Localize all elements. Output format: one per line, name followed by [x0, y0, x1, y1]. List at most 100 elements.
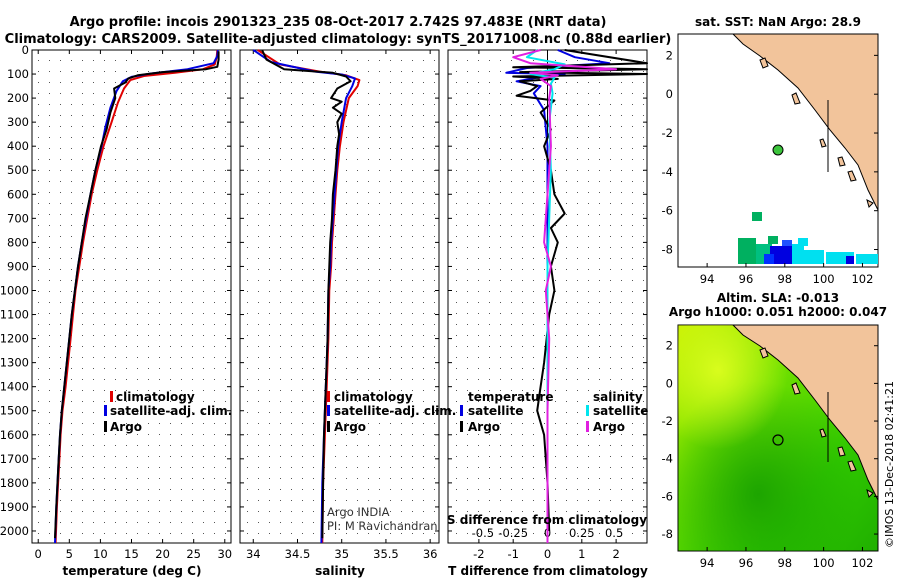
island-pagai: [847, 460, 857, 472]
depth-tick-label: 100: [7, 67, 29, 81]
depth-tick-label: 600: [7, 187, 29, 201]
depth-tick-label: 1600: [0, 428, 29, 442]
sst-pixel: [798, 238, 808, 246]
map-y-tick-label: -2: [662, 126, 673, 140]
map-x-tick-label: 98: [777, 556, 792, 570]
difference-legend-temperature: temperature satellite Argo: [460, 390, 553, 434]
depth-tick-label: 1100: [0, 308, 29, 322]
x-tick-label: -2: [473, 547, 484, 561]
island-sipora: [837, 446, 846, 457]
sst-pixel: [764, 254, 774, 264]
legend-s-satellite: satellite: [593, 404, 648, 418]
sumatra-land: [731, 324, 879, 501]
map-y-tick-label: 0: [666, 376, 673, 390]
top-tick-label: 0.25: [569, 526, 595, 540]
island-siberut: [819, 428, 827, 438]
island-simeulue: [759, 347, 769, 359]
depth-tick-label: 1400: [0, 380, 29, 394]
depth-tick-label: 300: [7, 115, 29, 129]
series-line-argo: [54, 51, 220, 539]
legend-swatch-satellite: [104, 405, 107, 416]
sst-pixel: [792, 244, 804, 264]
sla-map: 94 96 98 100 102 2 0 -2 -4 -6 -8: [662, 324, 879, 570]
sst-map-title: sat. SST: NaN Argo: 28.9: [695, 15, 861, 29]
salinity-panel: [239, 49, 440, 544]
sla-map-title-line1: Altim. SLA: -0.013: [717, 291, 839, 305]
top-tick-label: 0.5: [605, 526, 623, 540]
map-y-tick-label: -4: [662, 165, 673, 179]
map-y-tick-label: -6: [662, 204, 673, 218]
island-siberut: [819, 138, 827, 148]
x-tick-label: 25: [186, 547, 201, 561]
map-x-tick-label: 94: [700, 556, 715, 570]
map-x-tick-label: 102: [851, 556, 873, 570]
imos-credit: ©IMOS 13-Dec-2018 02:41:21: [883, 381, 896, 548]
sst-map-axes: 94 96 98 100 102 2 0 -2 -4 -6 -8: [662, 48, 878, 286]
island-simeulue: [759, 57, 769, 69]
legend-argo: Argo: [110, 420, 142, 434]
map-y-tick-label: -8: [662, 527, 673, 541]
depth-tick-label: 400: [7, 139, 29, 153]
legend-swatch-s-argo: [586, 421, 589, 432]
depth-tick-label: 0: [22, 43, 29, 57]
legend-satellite: satellite-adj. clim.: [110, 404, 232, 418]
top-tick-label: -0.25: [498, 526, 528, 540]
difference-xlabel: T difference from climatology: [448, 564, 648, 578]
depth-tick-label: 2000: [0, 524, 29, 538]
map-x-tick-label: 94: [700, 272, 715, 286]
sst-pixel: [770, 246, 792, 264]
sst-pixel: [738, 238, 756, 264]
figure-title-line2: Climatology: CARS2009. Satellite-adjuste…: [5, 32, 672, 47]
x-tick-label: 35.5: [373, 547, 399, 561]
legend-swatch-s-satellite: [586, 405, 589, 416]
map-x-tick-label: 98: [777, 272, 792, 286]
x-tick-label: 35: [334, 547, 349, 561]
x-tick-label: 20: [155, 547, 170, 561]
salinity-legend: climatology satellite-adj. clim. Argo: [327, 390, 456, 434]
legend-title-salinity: salinity: [593, 390, 643, 404]
depth-tick-label: 1200: [0, 332, 29, 346]
legend-swatch-t-satellite: [460, 405, 463, 416]
sst-pixels: [738, 212, 878, 264]
island-pagai: [847, 170, 857, 182]
depth-tick-label: 800: [7, 235, 29, 249]
map-x-tick-label: 100: [813, 556, 835, 570]
depth-tick-label: 1500: [0, 404, 29, 418]
depth-tick-label: 900: [7, 259, 29, 273]
island-enggano: [866, 489, 874, 498]
legend-t-argo: Argo: [468, 420, 500, 434]
annotation-pi: PI: M Ravichandran: [327, 519, 438, 533]
depth-tick-label: 500: [7, 163, 29, 177]
sst-pixel: [768, 236, 778, 244]
top-tick-label: -0.5: [472, 526, 494, 540]
sla-map-axes: 94 96 98 100 102 2 0 -2 -4 -6 -8: [662, 339, 878, 570]
x-tick-label: -1: [507, 547, 518, 561]
x-tick-label: 30: [217, 547, 232, 561]
depth-tick-label: 1900: [0, 500, 29, 514]
legend-argo: Argo: [334, 420, 366, 434]
depth-tick-label: 1300: [0, 356, 29, 370]
island-nias: [791, 92, 801, 105]
sst-pixel: [856, 254, 878, 264]
series-line-s-argo: [512, 49, 618, 543]
sst-pixel: [752, 212, 762, 221]
temperature-xlabel: temperature (deg C): [63, 564, 202, 578]
difference-xlabel-top: S difference from climatology: [447, 513, 647, 527]
legend-climatology: climatology: [116, 390, 195, 404]
legend-swatch-argo: [327, 421, 330, 432]
difference-legend-salinity: salinity satellite Argo: [586, 390, 648, 434]
x-tick-label: 15: [124, 547, 139, 561]
map-y-tick-label: -4: [662, 452, 673, 466]
depth-tick-label: 1000: [0, 283, 29, 297]
island-nias: [791, 382, 801, 395]
x-tick-label: 36: [423, 547, 438, 561]
x-tick-label: 5: [66, 547, 73, 561]
x-tick-label: 0: [35, 547, 42, 561]
legend-s-argo: Argo: [593, 420, 625, 434]
x-tick-label: 10: [93, 547, 108, 561]
legend-swatch-t-argo: [460, 421, 463, 432]
map-x-tick-label: 96: [739, 272, 754, 286]
legend-swatch-climatology: [327, 391, 330, 402]
legend-climatology: climatology: [334, 390, 413, 404]
